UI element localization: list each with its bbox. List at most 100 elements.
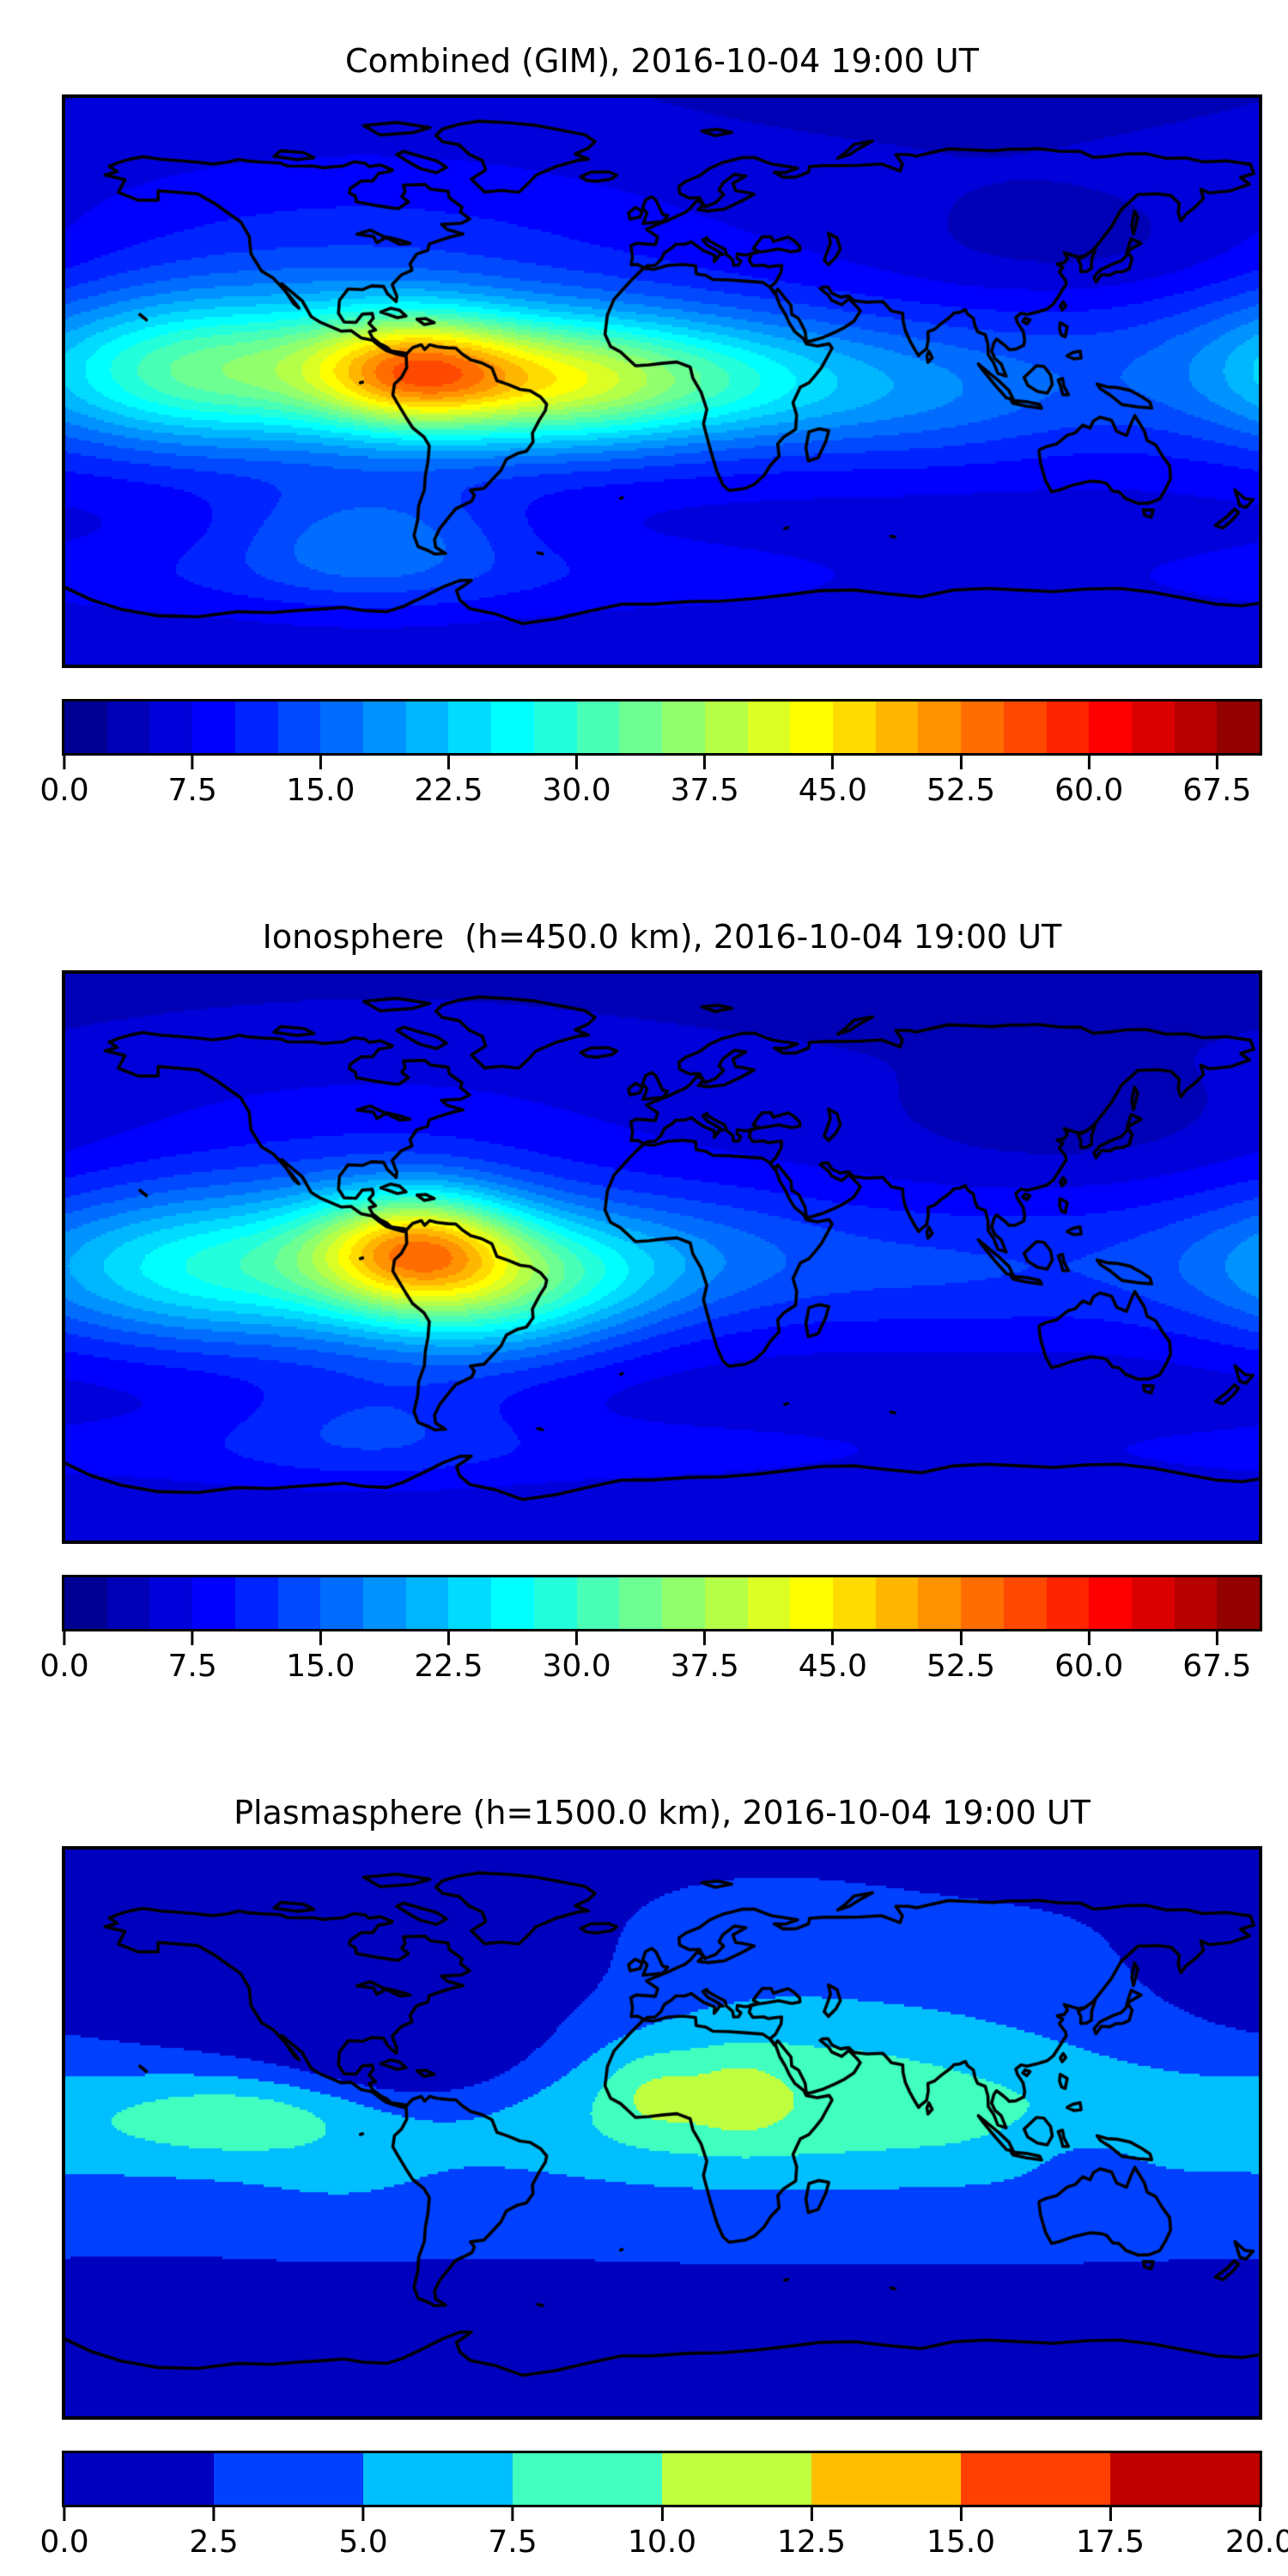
colorbar-tick-mark — [63, 2507, 66, 2521]
colorbar-tick-label: 30.0 — [542, 773, 611, 808]
colorbar-segment — [1131, 1577, 1175, 1629]
colorbar-tick: 0.0 — [39, 1631, 89, 1684]
colorbar-tick-label: 20.0 — [1224, 2524, 1288, 2560]
colorbar-segment — [747, 1577, 791, 1629]
colorbar-segment — [576, 702, 620, 753]
colorbar-tick-label: 5.0 — [338, 2524, 388, 2560]
colorbar-tick: 30.0 — [542, 1631, 611, 1684]
colorbar-segment — [1003, 702, 1047, 753]
colorbar-segment — [961, 2453, 1110, 2505]
colorbar-segment — [106, 702, 150, 753]
colorbar-segment — [747, 702, 791, 753]
colorbar-tick-label: 17.5 — [1075, 2524, 1145, 2560]
colorbar-tick: 20.0 — [1225, 2507, 1288, 2560]
colorbar-tick: 15.0 — [286, 1631, 355, 1684]
colorbar-segment — [192, 1577, 235, 1629]
colorbar-segment — [1089, 1577, 1132, 1629]
colorbar-tick: 60.0 — [1054, 756, 1123, 808]
colorbar-tick-label: 15.0 — [286, 1649, 355, 1684]
colorbar-segment — [405, 1577, 449, 1629]
colorbar-tick: 67.5 — [1182, 1631, 1251, 1684]
colorbar-segment — [790, 702, 833, 753]
colorbar-segment — [277, 1577, 321, 1629]
colorbar-segment — [363, 2453, 513, 2505]
colorbar-tick: 5.0 — [338, 2507, 388, 2560]
colorbar-ticks-combined-gim: 0.0 7.5 15.0 22.5 30.0 37.5 45.0 52.5 60.0 67.5 — [39, 756, 1260, 821]
colorbar-tick-mark — [319, 756, 322, 769]
colorbar-segment — [1174, 702, 1218, 753]
colorbar-tick: 7.5 — [168, 756, 217, 808]
colorbar-tick-label: 30.0 — [542, 1649, 611, 1684]
panel-title-plasmasphere: Plasmasphere (h=1500.0 km), 2016-10-04 1… — [234, 1794, 1091, 1832]
colorbar-tick: 7.5 — [488, 2507, 538, 2560]
colorbar-tick-mark — [831, 1631, 835, 1645]
colorbar-segment — [1217, 702, 1261, 753]
colorbar-segment — [448, 702, 492, 753]
colorbar-segment — [918, 702, 962, 753]
colorbar-segment — [1046, 1577, 1090, 1629]
colorbar-tick-mark — [660, 2507, 664, 2521]
colorbar-tick-label: 60.0 — [1054, 1649, 1124, 1684]
colorbar-tick-mark — [63, 1631, 66, 1645]
colorbar-segment — [149, 1577, 193, 1629]
colorbar-ticks-ionosphere-450: 0.0 7.5 15.0 22.5 30.0 37.5 45.0 52.5 60.0 67.5 — [39, 1631, 1260, 1697]
colorbar-tick-mark — [319, 1631, 322, 1645]
colorbar-segment — [448, 1577, 492, 1629]
colorbar-tick-mark — [703, 756, 707, 769]
colorbar-segment — [662, 2453, 811, 2505]
panel-title-ionosphere: Ionosphere (h=450.0 km), 2016-10-04 19:0… — [262, 918, 1062, 956]
colorbar-tick-label: 52.5 — [926, 1649, 996, 1684]
colorbar-tick-mark — [703, 1631, 707, 1645]
colorbar-tick: 45.0 — [799, 756, 867, 808]
colorbar-segment — [1046, 702, 1090, 753]
colorbar-tick-mark — [1087, 756, 1091, 769]
colorbar-tick-label: 22.5 — [414, 1649, 483, 1684]
colorbar-segment — [106, 1577, 150, 1629]
colorbar-tick: 15.0 — [286, 756, 355, 808]
colorbar-tick-label: 67.5 — [1182, 773, 1252, 808]
colorbar-tick-label: 0.0 — [39, 2524, 89, 2560]
colorbar-tick: 2.5 — [189, 2507, 239, 2560]
colorbar-segment — [533, 1577, 577, 1629]
colorbar-tick: 37.5 — [671, 1631, 739, 1684]
colorbar-tick-mark — [575, 756, 579, 769]
colorbar-tick: 45.0 — [799, 1631, 867, 1684]
colorbar-tick-label: 37.5 — [670, 1649, 739, 1684]
colorbar-tick-mark — [959, 1631, 963, 1645]
colorbar-segment — [961, 702, 1004, 753]
colorbar-tick-label: 52.5 — [926, 773, 996, 808]
colorbar-tick: 37.5 — [671, 756, 739, 808]
colorbar-tick-label: 12.5 — [776, 2524, 847, 2560]
colorbar-tick-mark — [191, 756, 194, 769]
colorbar-tick-mark — [1087, 1631, 1091, 1645]
colorbar-tick-mark — [511, 2507, 514, 2521]
colorbar-tick: 15.0 — [927, 2507, 995, 2560]
colorbar-segment — [1174, 1577, 1218, 1629]
colorbar-segment — [491, 702, 534, 753]
colorbar-segment — [1217, 1577, 1261, 1629]
colorbar-segment — [832, 702, 876, 753]
colorbar-segment — [619, 1577, 663, 1629]
colorbar-tick-mark — [959, 2507, 963, 2521]
colorbar-tick-mark — [959, 756, 963, 769]
colorbar-segment — [192, 702, 235, 753]
colorbar-segment — [875, 702, 919, 753]
colorbar-segment — [320, 1577, 364, 1629]
colorbar-segment — [704, 1577, 748, 1629]
colorbar-segment — [277, 702, 321, 753]
colorbar-segment — [234, 702, 278, 753]
colorbar-segment — [405, 702, 449, 753]
colorbar-tick: 12.5 — [777, 2507, 846, 2560]
colorbar-tick-label: 45.0 — [798, 1649, 867, 1684]
colorbar-tick-mark — [831, 756, 835, 769]
colorbar-tick-mark — [1258, 2507, 1261, 2521]
colorbar-segment — [363, 1577, 406, 1629]
colorbar-ticks-plasmasphere-1500: 0.0 2.5 5.0 7.5 10.0 12.5 15.0 17.5 20.0 — [39, 2507, 1288, 2573]
colorbar-tick-label: 37.5 — [670, 773, 739, 808]
colorbar-segment — [875, 1577, 919, 1629]
colorbar-tick-label: 15.0 — [286, 773, 355, 808]
colorbar-tick: 22.5 — [414, 756, 483, 808]
colorbar-segment — [320, 702, 364, 753]
colorbar-segment — [961, 1577, 1004, 1629]
